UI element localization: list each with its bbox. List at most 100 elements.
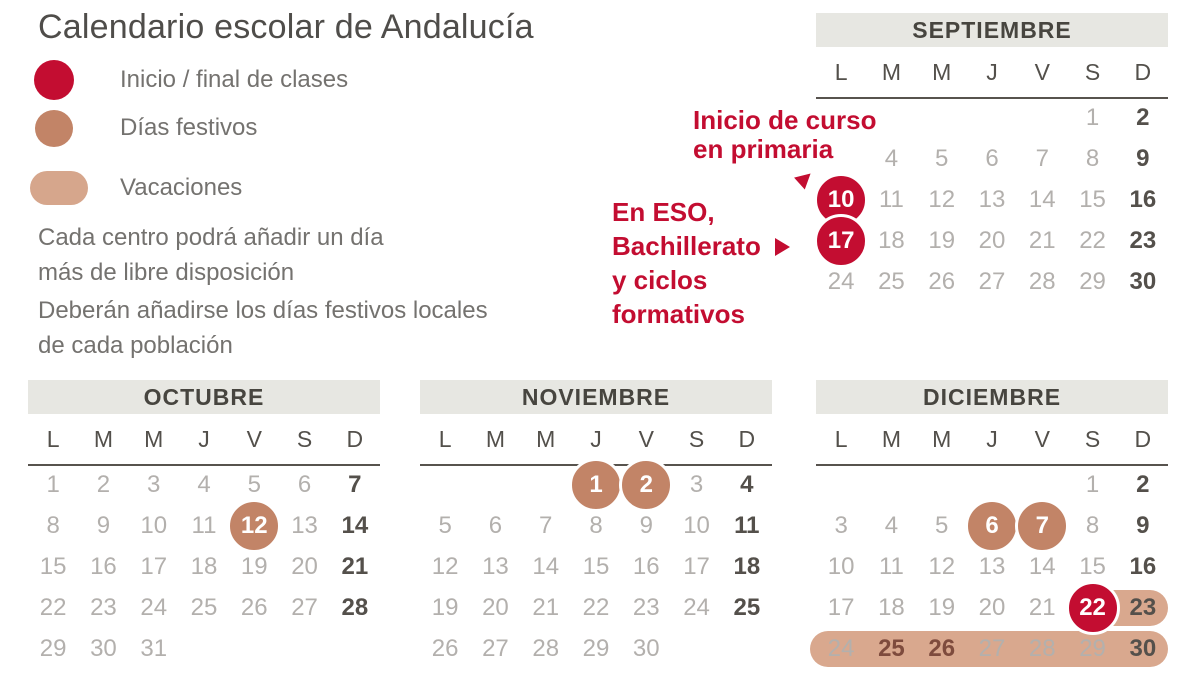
tan-pill-icon xyxy=(30,171,88,205)
red-circle-icon xyxy=(34,60,74,100)
day-cell xyxy=(470,464,520,505)
day-cell: 29 xyxy=(1067,261,1117,302)
day-number: 8 xyxy=(1085,511,1100,539)
day-cell: 21 xyxy=(1017,220,1067,261)
day-cell xyxy=(229,628,279,669)
day-cell: 13 xyxy=(279,505,329,546)
day-cell: 28 xyxy=(1017,261,1067,302)
day-cell: 9 xyxy=(621,505,671,546)
month-header: DICIEMBRE xyxy=(816,380,1168,414)
day-cell: 30 xyxy=(1118,261,1168,302)
day-cell: 29 xyxy=(1067,628,1117,669)
month-title: OCTUBRE xyxy=(143,383,265,410)
day-cell: 4 xyxy=(866,505,916,546)
day-number: 15 xyxy=(39,552,67,580)
day-cell: 23 xyxy=(78,587,128,628)
day-cell: 16 xyxy=(1118,179,1168,220)
day-cell: 16 xyxy=(621,546,671,587)
day-number: 16 xyxy=(632,552,660,580)
day-cell: 26 xyxy=(420,628,470,669)
day-cell xyxy=(1017,97,1067,138)
day-number: 4 xyxy=(740,470,754,498)
weekday-label: M xyxy=(144,426,164,452)
day-cell: 2 xyxy=(1118,464,1168,505)
day-cell: 14 xyxy=(1017,546,1067,587)
day-number: 7 xyxy=(539,511,553,539)
day-number: 30 xyxy=(632,634,660,662)
day-grid: 1 2 3 4 5 6 7 8 9 10 11 12 13 14 15 16 17 18 19 20 21 22 23 24 2… xyxy=(420,457,772,669)
day-cell: 23 xyxy=(1118,220,1168,261)
day-number: 5 xyxy=(935,511,949,539)
weekday-label: J xyxy=(986,426,998,452)
day-cell xyxy=(917,97,967,138)
legend-item-vacaciones: Vacaciones xyxy=(30,168,242,208)
day-number: 22 xyxy=(582,593,610,621)
weekday-label: S xyxy=(1084,59,1101,85)
weekday-label: V xyxy=(638,426,654,452)
day-number: 25 xyxy=(878,267,905,295)
day-cell: 30 xyxy=(78,628,128,669)
day-number: 1 xyxy=(1085,470,1100,498)
day-cell: 3 xyxy=(671,464,721,505)
day-cell: 25 xyxy=(866,628,916,669)
day-number: 27 xyxy=(978,634,1006,662)
day-number: 3 xyxy=(689,470,704,498)
day-number: 24 xyxy=(827,267,855,295)
day-number: 15 xyxy=(1079,185,1106,213)
day-cell: 25 xyxy=(179,587,229,628)
annotation-line: En ESO, xyxy=(612,197,715,227)
day-cell: 11 xyxy=(866,179,916,220)
day-cell: 24 xyxy=(129,587,179,628)
day-cell: 14 xyxy=(1017,179,1067,220)
day-number: 20 xyxy=(978,226,1006,254)
day-cell xyxy=(816,464,866,505)
tan-circle-icon xyxy=(35,109,73,147)
day-cell: 9 xyxy=(78,505,128,546)
day-cell: 21 xyxy=(521,587,571,628)
day-number: 14 xyxy=(1028,185,1056,213)
weekday-underline xyxy=(28,464,380,466)
day-number: 30 xyxy=(1129,634,1157,662)
weekday-label: D xyxy=(1134,426,1152,452)
note-festivos-locales: Deberán añadirse los días festivos local… xyxy=(38,297,488,359)
day-number: 11 xyxy=(878,185,904,213)
day-cell: 3 xyxy=(816,505,866,546)
day-cell: 2 xyxy=(1118,97,1168,138)
day-number: 5 xyxy=(247,470,261,498)
day-cell: 28 xyxy=(330,587,380,628)
day-number: 23 xyxy=(1129,593,1157,621)
day-cell xyxy=(816,97,866,138)
day-number: 4 xyxy=(197,470,211,498)
day-number: 29 xyxy=(582,634,610,662)
day-number: 13 xyxy=(978,185,1006,213)
day-cell: 8 xyxy=(1067,138,1117,179)
day-number: 11 xyxy=(191,511,217,539)
day-number: 24 xyxy=(683,593,710,621)
day-number: 14 xyxy=(532,552,560,580)
day-cell: 17 xyxy=(671,546,721,587)
month-header: OCTUBRE xyxy=(28,380,380,414)
legend-label: Vacaciones xyxy=(120,174,243,201)
day-number: 21 xyxy=(532,593,560,621)
day-cell: 9 xyxy=(1118,138,1168,179)
day-cell: 18 xyxy=(722,546,772,587)
weekday-label: V xyxy=(1034,59,1050,85)
day-number: 22 xyxy=(1079,593,1106,621)
day-cell: 11 xyxy=(179,505,229,546)
weekday-label: S xyxy=(1084,426,1101,452)
day-cell: 24 xyxy=(816,628,866,669)
day-number: 4 xyxy=(884,144,899,172)
weekday-label: V xyxy=(246,426,262,452)
day-number: 21 xyxy=(1028,593,1056,621)
vacation-band xyxy=(810,630,1168,667)
day-cell: 18 xyxy=(866,220,916,261)
weekday-underline xyxy=(816,464,1168,466)
day-cell: 30 xyxy=(621,628,671,669)
day-cell: 22 xyxy=(1065,580,1120,635)
day-number: 2 xyxy=(639,470,653,498)
day-number: 19 xyxy=(928,593,956,621)
